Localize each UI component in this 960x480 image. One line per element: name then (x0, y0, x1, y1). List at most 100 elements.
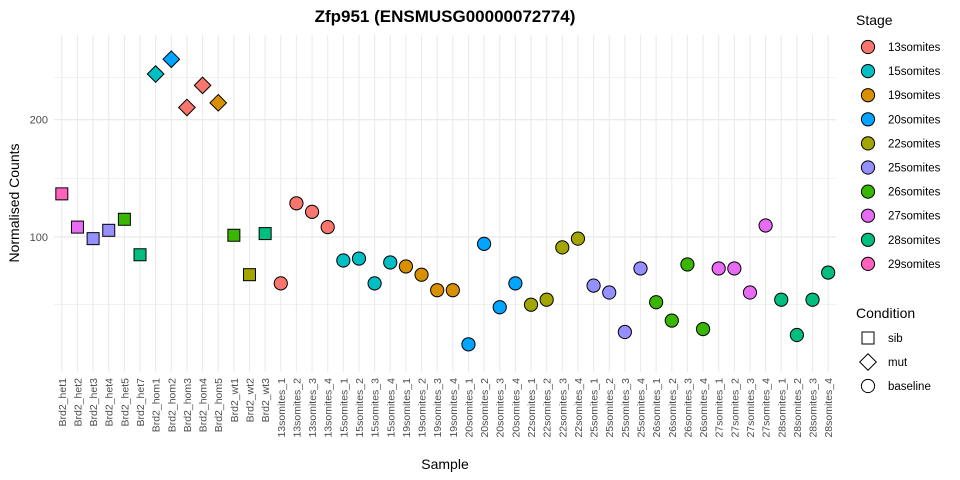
x-tick-label: 25somites_1 (589, 378, 601, 438)
legend-stage-key (860, 160, 876, 175)
data-point (695, 321, 711, 337)
x-tick-label: 20somites_3 (495, 378, 507, 438)
chart-title: Zfp951 (ENSMUSG00000072774) (315, 7, 576, 26)
x-tick-label: 26somites_3 (682, 378, 694, 438)
data-point (789, 327, 805, 343)
legend-stage-label: 27somites (888, 211, 941, 223)
data-point (711, 261, 726, 276)
data-point (193, 76, 212, 95)
x-tick-label: Brd2_hom2 (166, 378, 178, 432)
data-point (555, 240, 570, 255)
legend-stage-key (860, 208, 876, 223)
data-point (586, 278, 601, 293)
data-point (445, 283, 460, 298)
data-point (649, 295, 664, 310)
legend-stage-label: 28somites (888, 235, 941, 247)
legend-condition-key (859, 353, 877, 371)
x-tick-label: 27somites_1 (714, 378, 726, 438)
legend-stage-label: 20somites (888, 114, 941, 126)
data-point (117, 212, 131, 226)
x-tick-label: 19somites_1 (401, 378, 413, 438)
x-tick-label: 13somites_2 (291, 378, 303, 438)
legend-stage-label: 13somites (888, 42, 941, 54)
legend-stage-label: 25somites (888, 163, 941, 175)
x-tick-label: 15somites_2 (354, 378, 366, 438)
x-tick-label: Brd2_hom3 (182, 378, 194, 432)
data-points (55, 50, 836, 352)
legend-stage-key (860, 39, 876, 55)
data-point (727, 261, 742, 276)
legend-stage-key (860, 184, 876, 199)
data-point (602, 285, 617, 300)
legend-condition-label: baseline (888, 381, 931, 393)
legend-stage-key (860, 232, 876, 247)
data-point (304, 204, 320, 219)
x-tick-label: 13somites_4 (323, 378, 335, 438)
data-point (227, 228, 241, 242)
data-point (86, 232, 100, 246)
data-point (461, 337, 476, 352)
data-point (570, 231, 586, 246)
x-tick-label: 25somites_3 (620, 378, 632, 438)
data-point (680, 257, 695, 272)
data-point (70, 220, 84, 234)
x-tick-label: 26somites_1 (651, 378, 663, 438)
x-tick-label: 15somites_3 (370, 378, 382, 438)
x-tick-label: 20somites_4 (510, 378, 522, 438)
legend-condition-title: Condition (856, 305, 915, 321)
legend-stage-label: 22somites (888, 138, 941, 150)
x-tick-label: 26somites_2 (667, 378, 679, 438)
x-tick-label: 27somites_2 (729, 378, 741, 438)
data-point (758, 218, 773, 233)
x-tick-label: 20somites_1 (463, 378, 475, 438)
legend-condition-label: mut (888, 357, 908, 369)
data-point (617, 324, 632, 340)
x-tick-label: 28somites_3 (808, 378, 820, 438)
data-point (102, 223, 116, 237)
data-point (209, 93, 228, 112)
data-point (398, 259, 413, 274)
legend-stage-key (860, 64, 876, 79)
data-point (383, 255, 398, 270)
data-point (508, 276, 523, 291)
data-point (805, 292, 820, 307)
legend-condition-label: sib (888, 333, 903, 345)
data-point (414, 267, 429, 282)
legend-stage-label: 26somites (888, 187, 941, 199)
data-point (477, 236, 492, 251)
data-point (351, 251, 367, 266)
x-tick-label: Brd2_het3 (88, 378, 100, 427)
x-tick-label: 27somites_4 (761, 378, 773, 438)
x-tick-label: 19somites_3 (432, 378, 444, 438)
x-tick-label: 22somites_2 (542, 378, 554, 438)
plot-grid (54, 35, 836, 372)
x-tick-label: Brd2_het5 (119, 378, 131, 427)
legend-stage-items: 13somites 15somites 19somites 20somites 22so… (860, 39, 941, 271)
x-tick-label: 25somites_4 (636, 378, 648, 438)
x-tick-label: 19somites_4 (448, 378, 460, 438)
data-point (539, 292, 554, 307)
x-tick-label: 20somites_2 (479, 378, 491, 438)
x-tick-label: 22somites_4 (573, 378, 585, 438)
legend-stage-label: 29somites (888, 259, 941, 271)
data-point (289, 196, 304, 211)
legend-stage-label: 15somites (888, 66, 941, 78)
x-tick-label: Brd2_het1 (57, 378, 69, 427)
legend-condition-items: sib mut baseline (859, 331, 931, 394)
legend-stage-key (860, 136, 876, 151)
legend-condition-key (860, 378, 876, 394)
legend-condition-key (861, 331, 875, 345)
y-tick-label: 100 (30, 232, 48, 244)
x-tick-label: Brd2_het4 (104, 378, 116, 427)
x-tick-label: Brd2_wt1 (229, 378, 241, 423)
data-point (258, 227, 272, 241)
data-point (243, 268, 256, 282)
y-tick-label: 200 (30, 115, 48, 127)
data-point (177, 98, 196, 117)
data-point (320, 219, 335, 235)
data-point (633, 261, 648, 276)
x-tick-label: 15somites_4 (385, 378, 397, 438)
x-tick-label: 15somites_1 (338, 378, 350, 438)
data-point (367, 276, 382, 291)
x-tick-label: 19somites_2 (417, 378, 429, 438)
